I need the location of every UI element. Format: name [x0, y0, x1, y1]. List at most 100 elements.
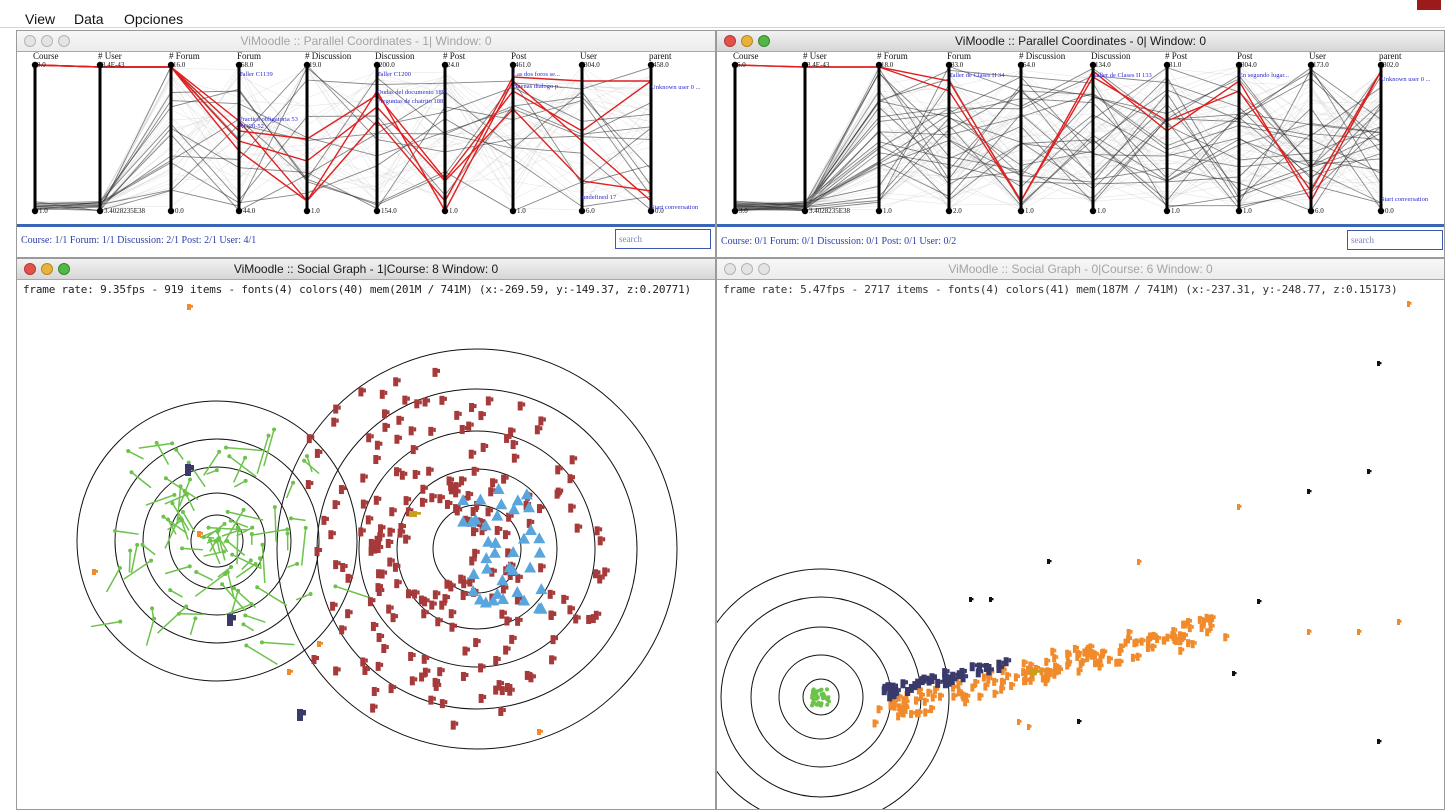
- pc-axis: [96, 61, 104, 215]
- menu-data[interactable]: Data: [74, 11, 104, 27]
- minimize-window-icon[interactable]: [741, 35, 753, 47]
- node-marker: [1147, 632, 1152, 641]
- node-marker: [496, 680, 502, 690]
- pc-axis-name: # Post: [1165, 51, 1188, 61]
- social-graph-canvas[interactable]: [717, 279, 1445, 810]
- node-marker: [333, 560, 339, 570]
- pc-axis-max: 173.0: [1313, 61, 1329, 69]
- node-marker: [1139, 637, 1144, 646]
- node-marker: [333, 404, 339, 414]
- close-window-icon[interactable]: [724, 263, 736, 275]
- selection-status: Course: 0/1 Forum: 0/1 Discussion: 0/1 P…: [721, 236, 957, 247]
- minimize-window-icon[interactable]: [41, 35, 53, 47]
- node-marker: [507, 571, 513, 581]
- window-titlebar[interactable]: ViMoodle :: Parallel Coordinates - 0| Wi…: [717, 31, 1444, 52]
- node-marker: [1117, 658, 1122, 667]
- node-marker: [1208, 622, 1213, 631]
- node-marker: [368, 546, 374, 556]
- node-marker: [332, 500, 338, 510]
- maximize-window-icon[interactable]: [58, 263, 70, 275]
- pc-line: [734, 71, 1382, 211]
- node-marker: [459, 476, 465, 486]
- node-marker: [1092, 659, 1097, 668]
- pc-line: [734, 68, 1382, 205]
- node-marker: [494, 525, 500, 535]
- node-marker: [1052, 654, 1057, 663]
- pc-axis-min: 3.0: [739, 207, 748, 215]
- social-graph-canvas[interactable]: [17, 279, 716, 810]
- node-marker: [900, 679, 906, 689]
- horizontal-scrollbar[interactable]: [717, 224, 1444, 227]
- node-marker: [882, 683, 888, 693]
- node-marker: [501, 474, 507, 484]
- menu-bar: View Data Opciones: [0, 0, 1445, 28]
- minimize-window-icon[interactable]: [741, 263, 753, 275]
- pc-line: [34, 82, 652, 207]
- node-marker: [887, 692, 893, 702]
- node-marker: [478, 411, 484, 421]
- node-marker: [388, 684, 394, 694]
- horizontal-scrollbar[interactable]: [17, 224, 715, 227]
- menu-view[interactable]: View: [25, 11, 56, 27]
- pc-line: [734, 90, 1382, 210]
- node-marker: [453, 482, 459, 492]
- pc-axis-name: Forum: [947, 51, 971, 61]
- close-window-icon[interactable]: [724, 35, 736, 47]
- pc-line: [34, 66, 652, 211]
- pc-axis: [1017, 61, 1025, 215]
- node-marker: [914, 696, 919, 705]
- pc-axis-name: # Forum: [877, 51, 908, 61]
- close-window-icon[interactable]: [24, 263, 36, 275]
- node-marker: [321, 515, 327, 525]
- pc-line: [734, 134, 1382, 211]
- node-marker: [358, 527, 364, 537]
- social-graph-window-0: ViMoodle :: Social Graph - 0|Course: 6 W…: [716, 258, 1445, 810]
- node-marker: [1190, 640, 1195, 649]
- pc-line: [734, 95, 1382, 210]
- node-marker: [1187, 624, 1192, 633]
- parallel-coordinates-window-0: ViMoodle :: Parallel Coordinates - 0| Wi…: [716, 30, 1445, 258]
- node-marker: [1000, 679, 1005, 688]
- node-marker: [1106, 655, 1111, 664]
- window-title: ViMoodle :: Social Graph - 0|Course: 6 W…: [948, 262, 1213, 276]
- node-marker: [398, 522, 404, 532]
- node-marker: [918, 691, 923, 700]
- node-marker: [969, 597, 972, 602]
- node-marker: [1123, 638, 1128, 647]
- maximize-window-icon[interactable]: [58, 35, 70, 47]
- node-marker: [597, 536, 603, 546]
- node-marker: [506, 512, 512, 522]
- maximize-window-icon[interactable]: [758, 263, 770, 275]
- pc-axis-min: 0.0: [175, 207, 184, 215]
- pc-axis: [1163, 61, 1171, 215]
- node-marker: [366, 433, 372, 443]
- node-marker: [508, 427, 514, 437]
- node-marker: [1075, 652, 1080, 661]
- pc-axis: [647, 61, 655, 215]
- window-titlebar[interactable]: ViMoodle :: Social Graph - 0|Course: 6 W…: [717, 259, 1444, 280]
- pc-axis-name: # Discussion: [305, 51, 352, 61]
- menu-opciones[interactable]: Opciones: [124, 11, 184, 27]
- pc-axis-name: Post: [511, 51, 527, 61]
- search-input[interactable]: search: [615, 229, 711, 249]
- node-marker: [1183, 620, 1188, 629]
- node-marker: [406, 589, 412, 599]
- node-marker: [960, 691, 965, 700]
- maximize-window-icon[interactable]: [758, 35, 770, 47]
- node-marker: [1232, 671, 1235, 676]
- node-marker: [1093, 651, 1098, 660]
- close-window-icon[interactable]: [24, 35, 36, 47]
- node-marker: [471, 466, 477, 476]
- node-marker: [381, 644, 387, 654]
- node-marker: [507, 686, 513, 696]
- pc-line: [34, 66, 652, 207]
- node-marker: [382, 409, 388, 419]
- node-marker: [973, 679, 978, 688]
- minimize-window-icon[interactable]: [41, 263, 53, 275]
- window-titlebar[interactable]: ViMoodle :: Social Graph - 1|Course: 8 W…: [17, 259, 715, 280]
- search-input[interactable]: search: [1347, 230, 1443, 250]
- window-titlebar[interactable]: ViMoodle :: Parallel Coordinates - 1| Wi…: [17, 31, 715, 52]
- pc-axis-name: Discussion: [1091, 51, 1131, 61]
